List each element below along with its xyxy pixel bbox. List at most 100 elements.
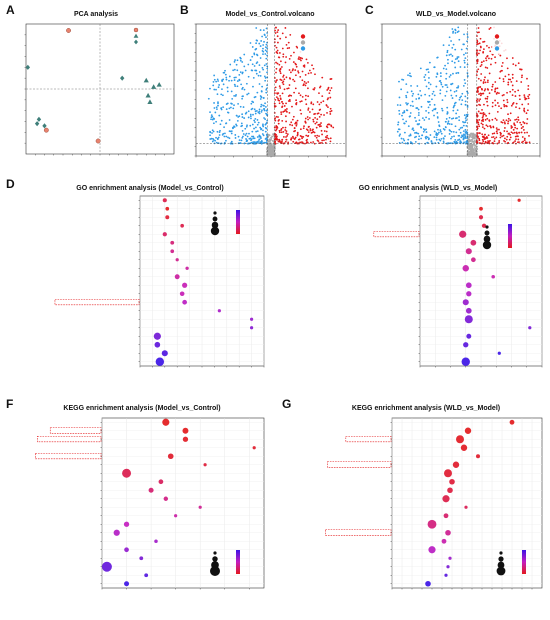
volcano-point-down <box>209 130 212 133</box>
volcano-point-up <box>291 124 294 127</box>
volcano-point-up <box>309 129 312 132</box>
volcano-point-down <box>263 40 265 43</box>
volcano-point-down <box>230 90 233 93</box>
volcano-point-down <box>435 85 438 88</box>
volcano-point-down <box>217 86 220 89</box>
volcano-point-down <box>459 140 462 142</box>
volcano-point-down <box>451 46 454 49</box>
volcano-point-up <box>324 141 327 144</box>
volcano-point-nosig <box>473 139 476 142</box>
volcano-point-down <box>466 137 468 139</box>
volcano-point-down <box>217 102 219 105</box>
volcano-point-down <box>216 130 219 133</box>
enrichment-dot <box>217 309 221 313</box>
panel-title-f: KEGG enrichment analysis (Model_vs_Contr… <box>63 405 220 412</box>
volcano-point-up <box>494 104 497 107</box>
volcano-point-down <box>264 130 267 133</box>
volcano-point-up <box>275 61 277 64</box>
volcano-point-up <box>511 88 514 91</box>
volcano-point-up <box>494 81 497 83</box>
volcano-point-up <box>490 126 492 129</box>
volcano-point-down <box>235 63 238 66</box>
volcano-point-up <box>274 81 277 84</box>
enrichment-dot <box>182 282 188 288</box>
volcano-point-up <box>476 58 479 61</box>
enrichment-dot <box>144 573 149 578</box>
volcano-point-up <box>314 73 316 76</box>
volcano-point-up <box>302 135 305 138</box>
volcano-point-up <box>281 138 284 141</box>
volcano-point-up <box>478 137 481 140</box>
enrichment-dot <box>203 463 207 467</box>
volcano-point-down <box>266 113 268 116</box>
volcano-point-down <box>259 57 262 59</box>
volcano-point-down <box>213 142 216 145</box>
volcano-point-up <box>521 74 523 77</box>
volcano-point-down <box>438 131 440 134</box>
volcano-point-up <box>288 69 291 71</box>
volcano-point-up <box>306 138 308 141</box>
volcano-point-nosig <box>270 136 272 139</box>
volcano-plot-wld-vs-model <box>380 23 541 158</box>
volcano-point-down <box>452 117 455 120</box>
volcano-point-up <box>479 37 482 40</box>
volcano-point-down <box>252 113 254 116</box>
volcano-point-up <box>518 94 521 97</box>
volcano-point-down <box>228 119 231 121</box>
volcano-point-nosig <box>470 153 473 156</box>
volcano-point-up <box>285 76 288 79</box>
volcano-point-up <box>495 119 498 121</box>
volcano-point-up <box>509 78 512 81</box>
volcano-point-down <box>256 39 259 42</box>
volcano-point-up <box>284 27 287 29</box>
volcano-point-down <box>252 137 255 140</box>
size-legend-dot <box>213 551 217 555</box>
enrichment-dot <box>167 453 174 460</box>
volcano-point-down <box>465 119 468 122</box>
volcano-point-down <box>226 86 229 89</box>
volcano-point-nosig <box>274 152 276 155</box>
volcano-point-up <box>284 61 287 64</box>
volcano-point-up <box>527 97 530 100</box>
volcano-point-down <box>460 48 463 51</box>
volcano-point-nosig <box>470 147 473 150</box>
volcano-point-up <box>506 98 509 101</box>
volcano-point-down <box>446 142 449 145</box>
volcano-point-up <box>517 138 520 141</box>
volcano-point-up <box>484 141 487 144</box>
volcano-point-down <box>426 136 429 139</box>
volcano-point-up <box>516 127 519 130</box>
volcano-point-down <box>456 141 459 144</box>
legend-marker-2 <box>494 46 500 51</box>
volcano-point-down <box>427 81 430 84</box>
volcano-point-up <box>482 41 484 43</box>
volcano-point-up <box>526 131 529 134</box>
volcano-point-up <box>280 113 283 116</box>
enrichment-dot <box>446 565 450 569</box>
size-legend-dot <box>210 566 220 576</box>
volcano-point-down <box>410 84 412 87</box>
volcano-point-down <box>264 118 267 121</box>
volcano-point-up <box>509 90 512 93</box>
volcano-point-up <box>316 112 319 115</box>
volcano-point-nosig <box>472 133 475 135</box>
volcano-point-up <box>482 51 485 53</box>
volcano-point-up <box>501 61 504 64</box>
enrichment-dot <box>162 198 167 203</box>
volcano-point-down <box>248 132 250 135</box>
volcano-point-up <box>288 57 291 60</box>
volcano-point-up <box>477 68 480 71</box>
volcano-point-up <box>494 87 497 90</box>
enrichment-dot <box>124 581 130 587</box>
enrichment-dot <box>441 538 447 544</box>
volcano-point-up <box>478 99 481 102</box>
volcano-point-up <box>486 117 489 120</box>
enrichment-dot <box>174 274 180 280</box>
volcano-point-down <box>412 129 415 132</box>
volcano-point-down <box>419 90 422 92</box>
volcano-point-down <box>224 132 226 135</box>
volcano-point-up <box>277 116 279 118</box>
volcano-point-down <box>220 107 223 109</box>
enrichment-dot <box>428 546 436 554</box>
volcano-point-up <box>503 103 505 106</box>
